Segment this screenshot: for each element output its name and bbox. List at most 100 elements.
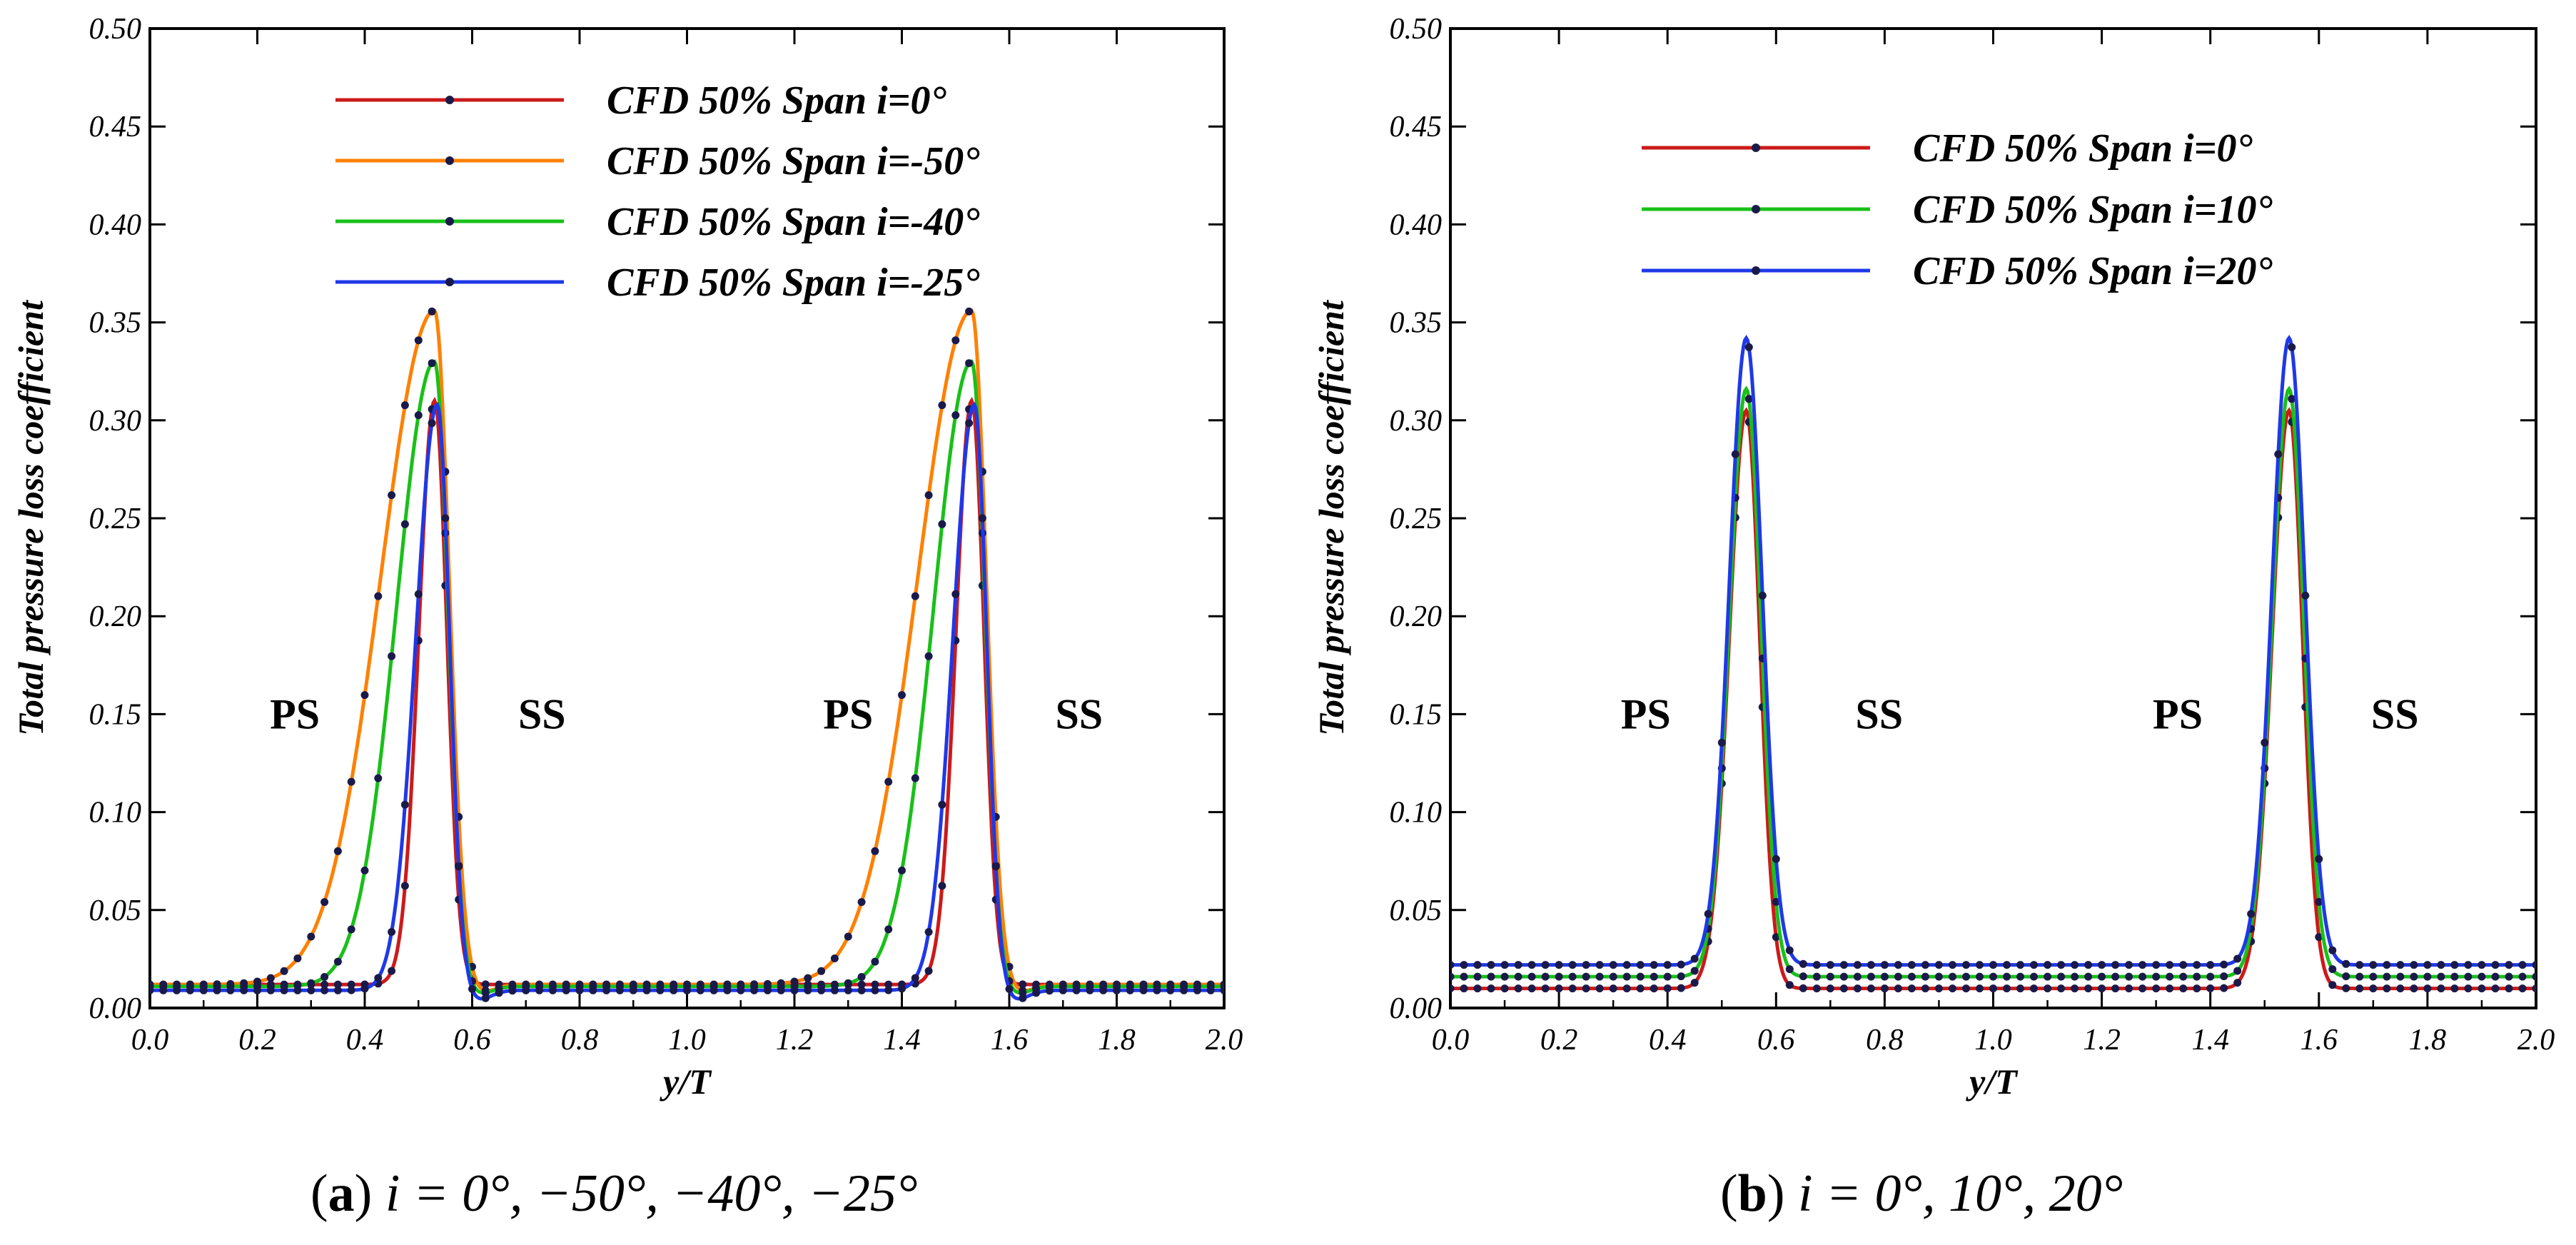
data-point	[2220, 960, 2228, 969]
data-point	[1153, 986, 1161, 994]
data-point	[670, 986, 678, 994]
data-point	[1976, 961, 1984, 969]
series-line	[150, 359, 1224, 995]
data-point	[951, 336, 960, 345]
data-point	[1839, 984, 1848, 993]
data-point	[2098, 961, 2106, 969]
plot-frame	[1449, 27, 2537, 1009]
data-point	[1799, 959, 1807, 968]
data-point	[1450, 972, 1455, 981]
series-line	[150, 308, 1224, 993]
data-point	[1812, 961, 1821, 969]
data-point	[2179, 961, 2188, 969]
data-point	[2071, 961, 2079, 969]
data-point	[1663, 972, 1672, 981]
legend-entry: CFD 50% Span i=0°	[1913, 126, 2253, 171]
data-point	[777, 986, 785, 994]
legend-entry: CFD 50% Span i=-40°	[607, 200, 980, 244]
y-tick-label: 0.45	[1390, 111, 1443, 143]
data-point	[428, 419, 436, 428]
data-point	[2071, 984, 2079, 993]
chart-panel-a: 0.0 0.2 0.4 0.6 0.8 1.0 1.2 1.4 1.6 1.8 2.0 0.00 0.0…	[11, 13, 1243, 1102]
data-point	[1514, 961, 1522, 969]
data-point	[2464, 961, 2473, 969]
data-point	[333, 980, 342, 989]
data-point	[388, 967, 396, 975]
caption-b: (b) i = 0°, 10°, 20°	[1720, 1164, 2123, 1223]
data-point	[884, 925, 893, 934]
data-point	[347, 925, 355, 934]
data-point	[2532, 972, 2536, 981]
data-point	[307, 932, 315, 941]
data-point	[1989, 972, 1997, 981]
y-tick-label: 0.45	[89, 111, 142, 143]
y-tick-label: 0.40	[89, 208, 142, 241]
x-tick-label: 2.0	[2517, 1024, 2555, 1057]
data-point	[898, 691, 906, 700]
data-point	[1976, 972, 1984, 981]
data-point	[2328, 946, 2337, 954]
data-point	[1220, 986, 1224, 994]
data-point	[938, 800, 946, 809]
y-tick-label: 0.00	[1390, 992, 1443, 1025]
data-point	[1636, 984, 1645, 993]
data-point	[2450, 961, 2459, 969]
y-tick-label: 0.20	[1390, 600, 1443, 633]
data-point	[226, 986, 235, 994]
data-point	[1500, 961, 1509, 969]
data-point	[844, 979, 852, 987]
data-point	[2288, 395, 2296, 403]
data-point	[2220, 984, 2228, 992]
data-point	[1758, 591, 1767, 600]
data-point	[898, 984, 906, 993]
data-point	[548, 986, 557, 994]
data-point	[2193, 961, 2201, 969]
data-point	[2003, 984, 2011, 993]
data-point	[186, 986, 194, 994]
data-point	[1527, 972, 1536, 981]
data-point	[857, 973, 866, 981]
data-point	[1622, 984, 1631, 993]
data-point	[575, 986, 584, 994]
data-point	[2477, 961, 2486, 969]
data-point	[2288, 343, 2296, 351]
x-tick-label: 2.0	[1206, 1024, 1243, 1057]
data-point	[1450, 984, 1455, 993]
data-point	[2152, 984, 2161, 993]
data-point	[1839, 961, 1848, 969]
data-point	[629, 986, 637, 994]
data-point	[1880, 972, 1889, 981]
data-point	[2315, 855, 2323, 863]
data-point	[2383, 984, 2391, 993]
data-point	[1962, 961, 1970, 969]
data-point	[1487, 972, 1495, 981]
data-point	[2491, 972, 2500, 981]
data-point	[1962, 984, 1970, 993]
data-point	[481, 994, 490, 1002]
data-point	[1934, 961, 1943, 969]
y-axis-label: Total pressure loss coefficient	[1311, 299, 1351, 736]
data-point	[2518, 984, 2527, 993]
data-point	[1663, 984, 1672, 992]
legend-marker	[445, 217, 454, 226]
legend-marker	[445, 156, 454, 165]
data-point	[1934, 984, 1943, 993]
legend-marker	[445, 278, 454, 286]
data-point	[441, 514, 450, 523]
caption-b-text: i = 0°, 10°, 20°	[1797, 1164, 2123, 1223]
data-point	[468, 984, 476, 993]
x-tick-label: 1.6	[2300, 1024, 2338, 1057]
data-point	[2206, 972, 2215, 981]
data-point	[1045, 987, 1054, 995]
data-point	[1019, 980, 1027, 989]
data-point	[656, 986, 665, 994]
data-point	[535, 986, 544, 994]
data-point	[2369, 984, 2378, 993]
series-line	[1450, 385, 2536, 979]
data-point	[1609, 972, 1617, 981]
data-point	[280, 967, 288, 975]
data-point	[857, 986, 866, 994]
caption-a: (a) i = 0°, −50°, −40°, −25°	[310, 1164, 918, 1223]
data-point	[388, 928, 396, 936]
data-point	[871, 980, 879, 989]
